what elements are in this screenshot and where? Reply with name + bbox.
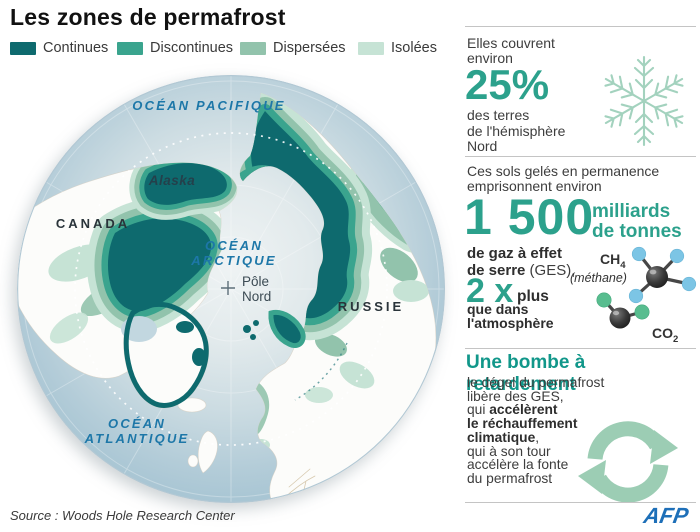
arctic-circle-dashed-line — [74, 132, 388, 446]
legend-label: Continues — [43, 40, 109, 56]
ocean-atlantique-label-line1: OCÉAN — [108, 416, 166, 431]
bomb-heading: Une bombe à retardement — [466, 352, 586, 395]
uk-land — [197, 430, 218, 474]
ch4-name: (méthane) — [570, 271, 627, 285]
ges-text: de gaz à effet de serre (GES), — [467, 245, 576, 279]
legend-label: Dispersées — [273, 40, 346, 56]
page-title: Les zones de permafrost — [10, 4, 286, 30]
ocean-arctique-label-line2: ARCTIQUE — [190, 253, 277, 268]
co2-sub: 2 — [673, 334, 678, 345]
ocean-atlantique-label-line2: ATLANTIQUE — [84, 431, 190, 446]
snowflake-icon — [600, 55, 688, 147]
alaska-label: Alaska — [148, 173, 196, 188]
globe-rim — [17, 75, 445, 503]
bomb-body: le dégel du permafrost libère des GES, q… — [467, 375, 605, 486]
ges-intro: Ces sols gelés en permanence emprisonnen… — [467, 163, 660, 194]
molecules-icon: CH4 (méthane) CO2 — [570, 246, 697, 345]
cycle-icon — [578, 421, 678, 503]
legend-item-isolees: Isolées — [358, 40, 437, 56]
legend-label: Discontinues — [150, 40, 234, 56]
ch4-sub: 4 — [620, 260, 626, 271]
legend-item-discontinues: Discontinues — [117, 40, 233, 56]
afp-logo: AFP — [641, 503, 691, 528]
novaya-zemlya — [268, 309, 306, 348]
arctic-islands — [243, 309, 306, 348]
discontinues-swatch — [117, 41, 143, 55]
canada-label: CANADA — [56, 216, 130, 231]
divider — [465, 26, 696, 27]
source-credit: Source : Woods Hole Research Center — [10, 508, 235, 523]
legend-item-dispersees: Dispersées — [240, 40, 346, 56]
ch4-molecule-icon: CH4 (méthane) — [570, 246, 697, 304]
permafrost-greenland — [123, 301, 209, 409]
coverage-after: des terres de l'hémisphère Nord — [467, 107, 566, 154]
permafrost-limit-dotted-line — [294, 342, 348, 401]
divider — [465, 502, 696, 503]
divider — [465, 156, 696, 157]
ch4-formula: CH — [600, 251, 620, 267]
pole-marker-icon — [221, 281, 235, 295]
coverage-intro: Elles couvrent environ — [467, 35, 555, 66]
ges-2x-number: 2 x — [466, 272, 514, 310]
svg-text:CO2: CO2 — [652, 325, 678, 345]
ireland-land — [187, 454, 199, 468]
ocean-pacifique-label: OCÉAN PACIFIQUE — [132, 98, 285, 113]
continues-swatch — [10, 41, 36, 55]
ges-big-number: 1 500 — [464, 189, 595, 245]
polar-permafrost-map: OCÉAN PACIFIQUE Alaska CANADA OCÉAN ARCT… — [17, 75, 445, 503]
russie-label: RUSSIE — [338, 299, 404, 314]
pole-nord-label-line2: Nord — [242, 289, 271, 304]
svg-text:CH4: CH4 — [600, 251, 626, 271]
coverage-big-number: 25% — [465, 61, 550, 108]
isolees-swatch — [358, 41, 384, 55]
legend-label: Isolées — [391, 40, 437, 56]
ges-rest: que dans l'atmosphère — [467, 301, 554, 331]
ges-plus: plus — [517, 288, 549, 305]
ocean-arctique-label-line1: OCÉAN — [205, 238, 263, 253]
co2-formula: CO — [652, 325, 673, 341]
pole-nord-label-line1: Pôle — [242, 274, 269, 289]
co2-molecule-icon: CO2 — [596, 292, 678, 345]
legend-item-continues: Continues — [10, 40, 108, 56]
dispersees-swatch — [240, 41, 266, 55]
ges-unit: milliards de tonnes — [592, 201, 682, 242]
divider — [465, 348, 696, 349]
iceland-land — [177, 397, 207, 413]
